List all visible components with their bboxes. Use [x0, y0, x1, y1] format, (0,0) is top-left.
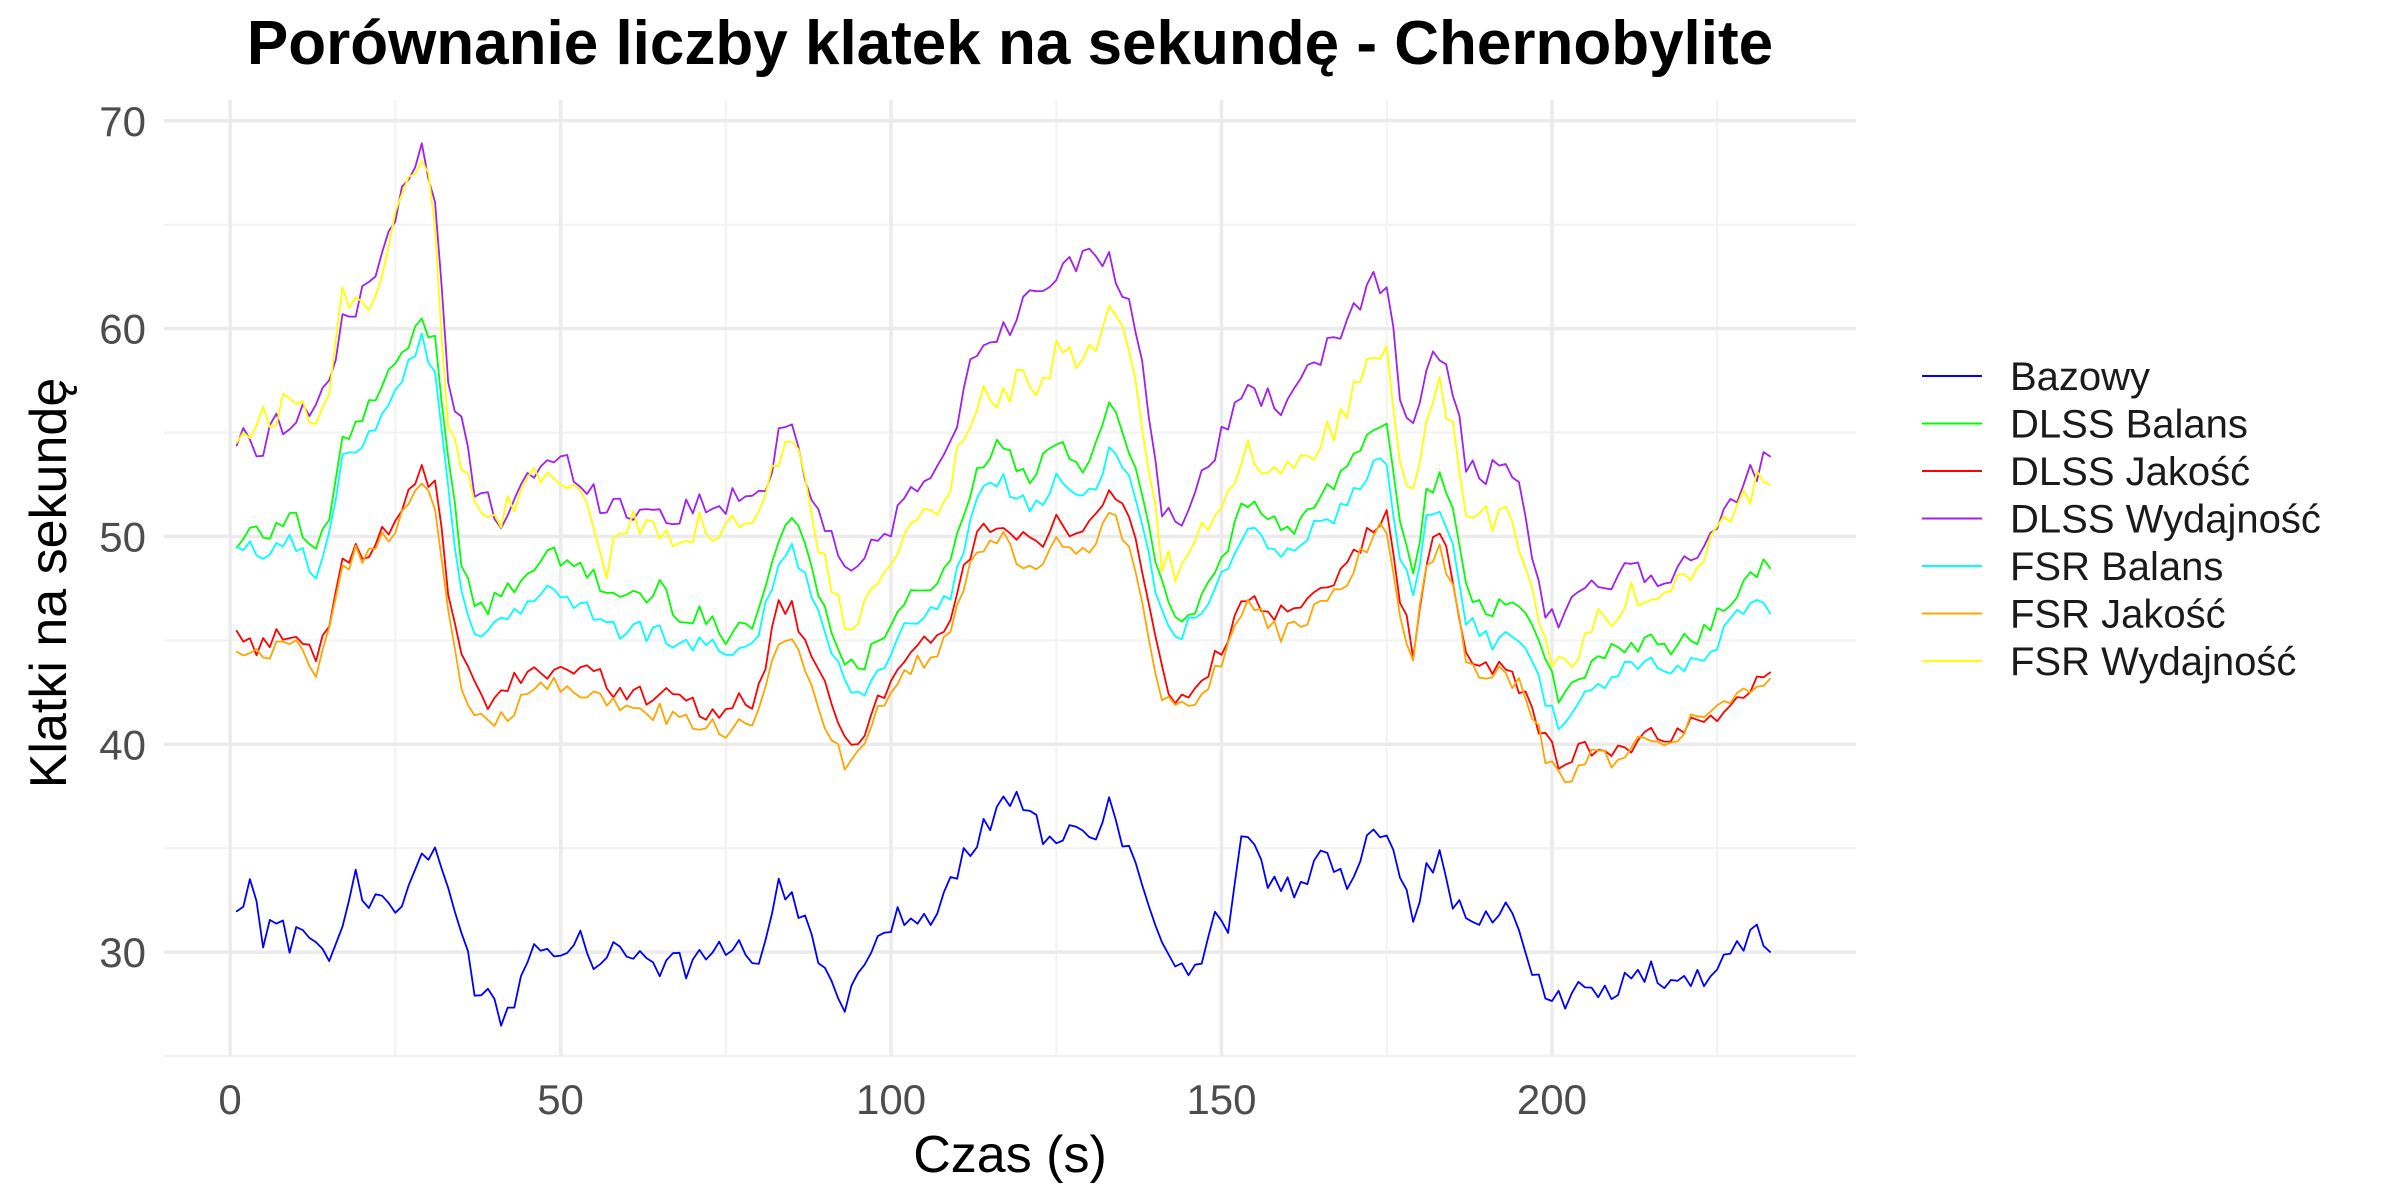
minor-gridlines: [164, 100, 1856, 1057]
legend-item: FSR Jakość: [1922, 593, 2226, 637]
series-line-1: [235, 790, 1771, 1027]
legend-label: FSR Balans: [2010, 545, 2223, 589]
legend-label: DLSS Balans: [2010, 403, 2248, 447]
legend-item: DLSS Balans: [1922, 403, 2248, 447]
major-gridlines: [164, 100, 1856, 1056]
legend-item: FSR Wydajność: [1922, 640, 2296, 684]
legend-label: Bazowy: [2010, 355, 2150, 399]
y-tick-label: 70: [99, 98, 146, 145]
series-lines: [235, 142, 1771, 1027]
series-line-4: [235, 142, 1771, 629]
y-axis-ticks: 30 40 50 60 70: [99, 98, 146, 976]
series-line-6: [235, 482, 1771, 784]
legend-label: DLSS Jakość: [2010, 450, 2250, 494]
y-axis-title: Klatki na sekundę: [20, 378, 78, 789]
x-tick-label: 100: [856, 1076, 926, 1123]
series-line-3: [235, 464, 1771, 770]
legend-item: DLSS Wydajność: [1922, 498, 2321, 542]
y-tick-label: 60: [99, 306, 146, 353]
legend-label: DLSS Wydajność: [2010, 498, 2321, 542]
legend-item: DLSS Jakość: [1922, 450, 2250, 494]
legend-label: FSR Wydajność: [2010, 640, 2296, 684]
x-tick-label: 50: [537, 1076, 584, 1123]
legend-item: FSR Balans: [1922, 545, 2223, 589]
y-tick-label: 40: [99, 721, 146, 768]
x-tick-label: 150: [1186, 1076, 1256, 1123]
y-tick-label: 30: [99, 929, 146, 976]
chart-title: Porównanie liczby klatek na sekundę - Ch…: [247, 9, 1773, 78]
x-tick-label: 200: [1517, 1076, 1587, 1123]
series-line-5: [235, 332, 1771, 731]
x-axis-ticks: 0 50 100 150 200: [218, 1076, 1587, 1123]
x-tick-label: 0: [218, 1076, 241, 1123]
series-line-2: [235, 317, 1771, 704]
y-tick-label: 50: [99, 513, 146, 560]
legend-item: Bazowy: [1922, 355, 2150, 399]
legend-label: FSR Jakość: [2010, 593, 2226, 637]
series-line-7: [235, 160, 1771, 669]
x-axis-title: Czas (s): [913, 1126, 1107, 1184]
